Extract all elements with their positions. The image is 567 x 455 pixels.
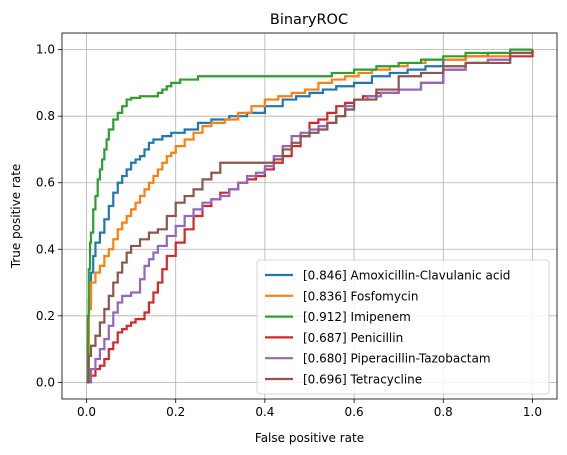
y-tick-label: 1.0 bbox=[36, 43, 55, 57]
y-tick-label: 0.6 bbox=[36, 176, 55, 190]
legend-box bbox=[256, 259, 550, 395]
x-tick-label: 0.8 bbox=[434, 405, 453, 419]
x-axis-label: False positive rate bbox=[255, 431, 364, 445]
series-layer bbox=[86, 48, 534, 384]
legend-label-4: [0.687] Penicillin bbox=[303, 331, 403, 345]
chart-title: BinaryROC bbox=[270, 12, 348, 28]
axis-ticks: 0.0 0.2 0.4 0.6 0.8 1.0 0.0 0.2 0.4 0.6 0.8 1.0 bbox=[36, 43, 542, 419]
series-line-2 bbox=[86, 49, 534, 384]
x-tick-label: 1.0 bbox=[523, 405, 542, 419]
legend-label-5: [0.680] Piperacillin-Tazobactam bbox=[303, 352, 491, 366]
series-line-5 bbox=[86, 49, 534, 384]
y-tick-label: 0.0 bbox=[36, 375, 55, 389]
legend-label-6: [0.696] Tetracycline bbox=[303, 373, 422, 387]
series-line-3 bbox=[86, 48, 533, 384]
x-tick-label: 0.0 bbox=[77, 405, 96, 419]
legend-label-1: [0.846] Amoxicillin-Clavulanic acid bbox=[303, 269, 510, 283]
y-tick-label: 0.8 bbox=[36, 109, 55, 123]
plot-frame bbox=[61, 32, 558, 400]
y-axis-label: True positive rate bbox=[9, 164, 23, 270]
y-tick-label: 0.4 bbox=[36, 242, 55, 256]
x-tick-label: 0.2 bbox=[166, 405, 185, 419]
legend: [0.846] Amoxicillin-Clavulanic acid [0.83… bbox=[256, 259, 550, 395]
legend-label-3: [0.912] Imipenem bbox=[303, 310, 411, 324]
series-line-6 bbox=[86, 49, 534, 384]
x-tick-label: 0.4 bbox=[255, 405, 274, 419]
y-tick-label: 0.2 bbox=[36, 309, 55, 323]
legend-label-2: [0.836] Fosfomycin bbox=[303, 289, 419, 303]
x-tick-label: 0.6 bbox=[345, 405, 364, 419]
series-line-1 bbox=[86, 49, 534, 384]
